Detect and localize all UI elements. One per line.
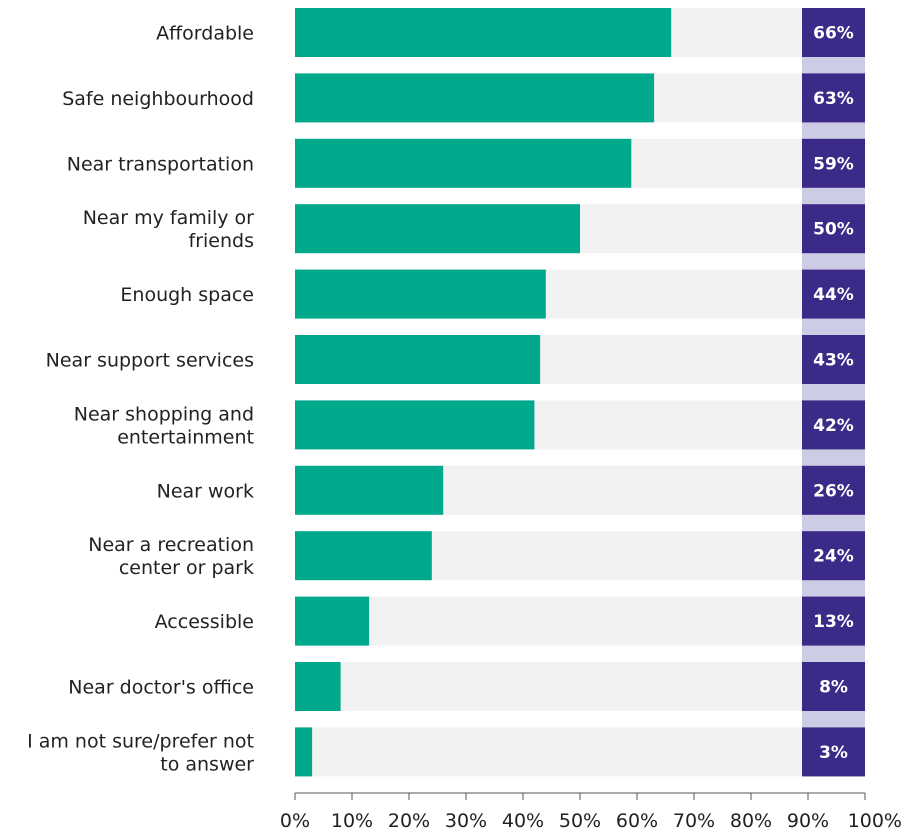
value-label: 3% [819,743,848,763]
category-label: I am not sure/prefer not [27,730,254,752]
category-label: Accessible [155,611,254,633]
value-label-box [802,269,865,319]
x-axis: 0% 10% 20% 30% 40% 50% 60% 70% 80% 90% 100% [280,792,902,832]
category-label: entertainment [117,426,254,448]
bar [295,596,370,646]
category-label: Near my family or [83,207,254,229]
x-tick-label: 40% [502,810,544,832]
bar [295,531,432,581]
x-tick-label: 10% [331,810,373,832]
category-label: Affordable [156,23,254,45]
bar [295,204,580,254]
value-label: 42% [813,416,854,436]
category-label: center or park [119,557,254,579]
category-label: to answer [160,753,254,775]
bar-track [295,596,802,646]
value-label: 44% [813,285,854,305]
bar [295,8,672,57]
value-label-box [802,531,865,581]
label-column-stripe [802,8,865,777]
x-tick-label: 50% [559,810,601,832]
value-label-box [802,662,865,711]
bars [295,8,672,777]
value-label: 50% [813,220,854,240]
x-tick-label: 100% [848,810,902,832]
value-label-box [802,335,865,384]
bar-track [295,662,802,711]
bar [295,138,632,188]
value-label-box [802,73,865,123]
value-label-box [802,727,865,777]
x-tick-label: 80% [730,810,772,832]
bar [295,73,655,123]
x-tick-label: 30% [445,810,487,832]
category-label: Near shopping and [74,403,254,425]
bar-track [295,727,802,777]
category-label: Near transportation [67,153,254,175]
category-label: friends [189,230,254,252]
bar [295,335,541,384]
category-label: Enough space [120,284,254,306]
value-label: 13% [813,612,854,632]
value-label: 43% [813,351,854,371]
value-label: 66% [813,24,854,44]
bar [295,662,341,711]
bar [295,727,313,777]
value-label-box [802,138,865,188]
value-label-box [802,8,865,57]
category-label: Near work [157,480,254,502]
bar [295,400,535,450]
category-label: Near a recreation [88,534,254,556]
x-tick-label: 60% [616,810,658,832]
value-label: 63% [813,89,854,109]
x-tick-label: 20% [388,810,430,832]
x-tick-label: 90% [787,810,829,832]
bar [295,465,444,515]
label-column-stripes [802,8,865,777]
value-label-box [802,465,865,515]
bar [295,269,546,319]
value-label-box [802,400,865,450]
x-tick-label: 0% [280,810,310,832]
category-label: Near support services [46,350,254,372]
category-labels: Affordable Safe neighbourhood Near transpo… [27,23,254,776]
value-label-box [802,596,865,646]
value-label-box [802,204,865,254]
category-label: Near doctor's office [68,677,254,699]
category-label: Safe neighbourhood [62,88,254,110]
value-label: 24% [813,547,854,567]
value-label: 8% [819,678,848,698]
value-label-boxes: 66% 63% 59% 50% 44% 43% 42% 26% 24% 13% 8% 3% [802,8,865,777]
value-label: 59% [813,154,854,174]
bar-tracks [295,8,802,777]
x-tick-label: 70% [673,810,715,832]
value-label: 26% [813,481,854,501]
